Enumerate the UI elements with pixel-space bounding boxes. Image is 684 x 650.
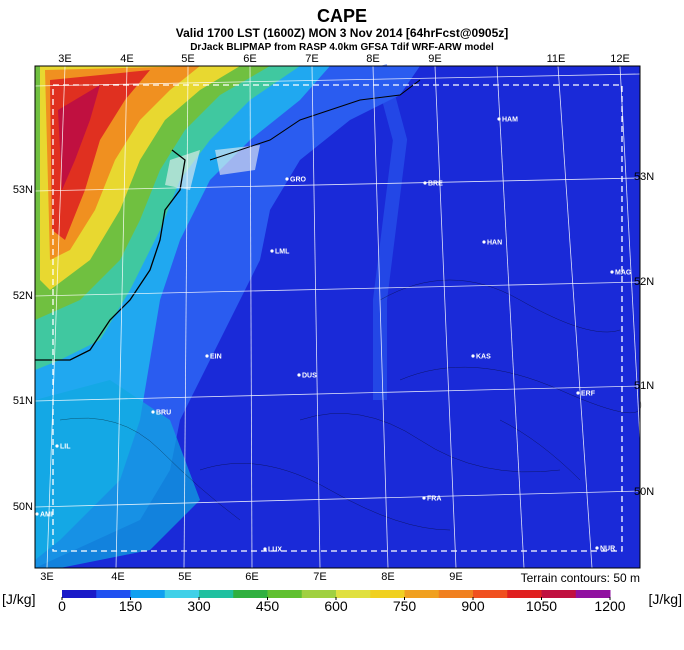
lon-label: 3E [58,53,71,65]
colorbar-segment [164,590,200,598]
city-dot [285,177,289,181]
lon-label: 9E [449,571,462,583]
city-label: LML [275,249,290,256]
colorbar-segment [96,590,131,598]
lat-label: 51N [634,380,654,392]
city-dot [422,496,426,500]
unit-right: [J/kg] [649,591,682,607]
colorbar-segment [438,590,474,598]
colorbar-tick-label: 750 [393,598,417,614]
city-label: NUR [600,546,615,553]
colorbar: 0 150 300 450 600 750 900 1050 1200 [58,590,626,614]
subtitle: Valid 1700 LST (1600Z) MON 3 Nov 2014 [6… [176,26,509,40]
city-dot [482,240,486,244]
lon-label: 3E [40,571,53,583]
lat-label: 50N [13,501,33,513]
colorbar-segment [541,590,577,598]
colorbar-segment [199,590,234,598]
city-label: FRA [427,496,441,503]
city-label: EIN [210,354,222,361]
city-dot [55,444,59,448]
title: CAPE [317,6,367,26]
city-label: BRU [156,410,171,417]
city-label: LUX [268,547,282,554]
colorbar-tick-label: 900 [461,598,485,614]
colorbar-tick-label: 600 [324,598,348,614]
colorbar-segment [301,590,337,598]
city-dot [497,117,501,121]
lon-label: 4E [111,571,124,583]
city-dot [270,249,274,253]
lat-label: 53N [634,171,654,183]
city-label: ERF [581,391,596,398]
unit-left: [J/kg] [2,591,35,607]
lon-label: 6E [245,571,258,583]
lat-label: 53N [13,184,33,196]
lon-label: 7E [305,53,318,65]
colorbar-tick-label: 450 [256,598,280,614]
lon-label: 4E [120,53,133,65]
city-label: HAN [487,240,502,247]
colorbar-segment [336,590,371,598]
colorbar-segment [233,590,268,598]
lat-label: 52N [13,290,33,302]
city-dot [263,547,267,551]
lon-label: 6E [243,53,256,65]
colorbar-segment [507,590,542,598]
colorbar-tick-label: 0 [58,598,66,614]
city-label: AMI [40,512,53,519]
city-label: HAM [502,117,518,124]
city-dot [576,391,580,395]
city-label: KAS [476,354,491,361]
lon-label: 12E [610,53,630,65]
lon-label: 8E [381,571,394,583]
lat-label: 50N [634,486,654,498]
colorbar-segment [473,590,508,598]
colorbar-segment [370,590,405,598]
colorbar-segment [62,590,97,598]
city-dot [595,546,599,550]
colorbar-tick-label: 1050 [526,598,557,614]
city-dot [610,270,614,274]
lon-label: 11E [547,53,566,65]
colorbar-tick-label: 150 [119,598,143,614]
city-label: GRO [290,177,307,184]
terrain-note: Terrain contours: 50 m [521,571,640,585]
lon-label: 9E [428,53,441,65]
source: DrJack BLIPMAP from RASP 4.0km GFSA Tdif… [190,42,494,53]
city-dot [297,373,301,377]
city-label: DUS [302,373,317,380]
map [34,64,642,569]
lon-label: 7E [313,571,326,583]
colorbar-tick-label: 1200 [594,598,625,614]
city-label: LIL [60,444,71,451]
city-dot [471,354,475,358]
colorbar-segment [267,590,303,598]
city-label: MAG [615,270,632,277]
city-dot [205,354,209,358]
lon-label: 5E [181,53,194,65]
lat-label: 52N [634,276,654,288]
colorbar-tick-label: 300 [187,598,211,614]
city-dot [151,410,155,414]
lon-label: 5E [178,571,191,583]
city-label: BRE [428,181,443,188]
lon-label: 8E [366,53,379,65]
city-dot [423,181,427,185]
colorbar-segment [130,590,166,598]
colorbar-segment [404,590,440,598]
city-dot [35,512,39,516]
colorbar-segment [575,590,611,598]
lat-label: 51N [13,395,33,407]
